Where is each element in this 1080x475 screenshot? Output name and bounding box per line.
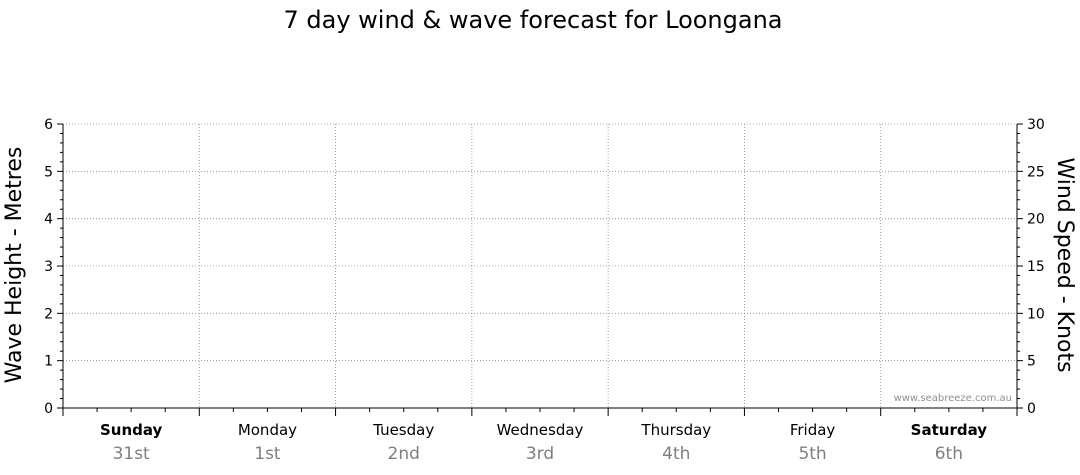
right-tick-label: 20	[1027, 212, 1045, 228]
day-name-label: Sunday	[100, 421, 163, 439]
right-tick-label: 15	[1027, 259, 1045, 275]
day-date-label: 5th	[798, 444, 826, 464]
left-tick-label: 5	[44, 164, 53, 180]
right-axis-title: Wind Speed - Knots	[1052, 157, 1077, 372]
right-axis-ticks: 0 5 10 15 20 25 30	[1017, 117, 1045, 417]
day-name-label: Saturday	[911, 421, 988, 439]
right-tick-label: 0	[1027, 401, 1036, 417]
chart-title: 7 day wind & wave forecast for Loongana	[283, 6, 782, 34]
right-tick-label: 5	[1027, 354, 1036, 370]
day-name-label: Friday	[790, 421, 836, 439]
left-tick-label: 1	[44, 354, 53, 370]
day-date-label: 31st	[113, 444, 150, 464]
right-tick-label: 25	[1027, 164, 1045, 180]
right-tick-label: 10	[1027, 306, 1045, 322]
day-date-label: 2nd	[388, 444, 420, 464]
day-date-label: 3rd	[526, 444, 554, 464]
left-tick-label: 6	[44, 117, 53, 133]
left-axis-title: Wave Height - Metres	[2, 147, 27, 384]
day-name-label: Wednesday	[497, 421, 584, 439]
day-date-label: 4th	[662, 444, 690, 464]
day-date-label: 1st	[254, 444, 281, 464]
watermark: www.seabreeze.com.au	[894, 393, 1012, 404]
day-name-label: Thursday	[640, 421, 711, 439]
day-date-label: 6th	[935, 444, 963, 464]
gridlines	[63, 123, 1017, 408]
right-tick-label: 30	[1027, 117, 1045, 133]
day-name-label: Monday	[238, 421, 297, 439]
left-tick-label: 4	[44, 212, 53, 228]
left-tick-label: 2	[44, 306, 53, 322]
left-tick-label: 0	[44, 401, 53, 417]
day-labels: Sunday 31st Monday 1st Tuesday 2nd Wednesday 3r…	[62, 408, 1018, 464]
day-name-label: Tuesday	[372, 421, 434, 439]
left-axis-ticks: 0 1 2 3 4 5 6	[44, 117, 63, 417]
left-tick-label: 3	[44, 259, 53, 275]
